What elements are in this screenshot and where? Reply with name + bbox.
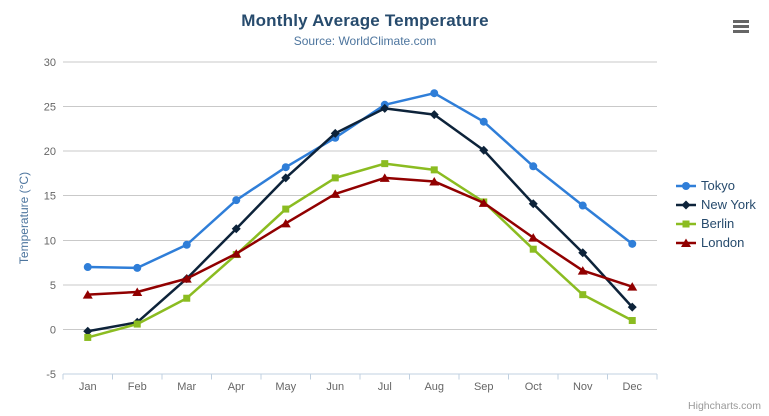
data-point-marker-tokyo[interactable] [133, 263, 142, 272]
hamburger-menu-icon [733, 30, 749, 33]
data-point-marker-new-york[interactable] [578, 248, 588, 258]
x-axis-label: Apr [228, 381, 245, 393]
x-axis-label: Dec [622, 381, 642, 393]
series-line-new-york [86, 107, 634, 333]
data-point-marker-berlin[interactable] [183, 294, 191, 302]
data-point-marker-new-york[interactable] [429, 110, 439, 120]
chart-subtitle: Source: WorldClimate.com [293, 34, 437, 48]
data-point-marker-new-york[interactable] [83, 326, 93, 336]
y-axis-label: 5 [50, 280, 56, 292]
y-axis-label: 15 [44, 191, 56, 203]
y-axis-label: 10 [44, 235, 56, 247]
x-axis-label: Jun [326, 381, 344, 393]
data-point-marker-london[interactable] [82, 290, 93, 299]
data-point-marker-london[interactable] [379, 173, 390, 182]
data-point-marker-berlin[interactable] [529, 245, 537, 253]
data-point-marker-new-york[interactable] [330, 128, 340, 138]
x-axis-label: Mar [177, 381, 196, 393]
data-point-marker-new-york[interactable] [281, 173, 291, 183]
y-axis-label: 25 [44, 102, 56, 114]
chart-title: Monthly Average Temperature [241, 11, 489, 30]
x-axis-label: Feb [128, 381, 147, 393]
data-point-marker-london[interactable] [429, 176, 440, 186]
x-axis-label: Jan [79, 381, 97, 393]
data-point-marker-new-york[interactable] [528, 199, 538, 209]
y-axis-label: 30 [44, 57, 56, 69]
circle-series-marker-icon [676, 180, 696, 192]
data-point-marker-new-york[interactable] [380, 103, 390, 113]
data-point-marker-london[interactable] [528, 233, 539, 242]
legend-item-london[interactable]: London [676, 233, 756, 252]
legend-label: Berlin [701, 216, 735, 231]
data-point-marker-london[interactable] [231, 249, 242, 258]
data-point-marker-berlin[interactable] [628, 317, 636, 325]
data-point-marker-berlin[interactable] [381, 160, 389, 168]
legend-item-tokyo[interactable]: Tokyo [676, 176, 756, 195]
data-point-marker-london[interactable] [330, 189, 341, 198]
x-axis-label: Aug [424, 381, 444, 393]
triangle-series-marker-icon [676, 237, 696, 249]
data-point-marker-tokyo[interactable] [83, 263, 92, 272]
hamburger-menu-icon [733, 25, 749, 28]
context-menu-button[interactable] [733, 20, 749, 33]
data-point-marker-tokyo[interactable] [628, 239, 637, 248]
y-axis-label: 0 [50, 324, 56, 336]
legend-label: London [701, 235, 745, 250]
data-point-marker-new-york[interactable] [479, 145, 489, 155]
data-point-marker-london[interactable] [181, 274, 192, 283]
data-point-marker-berlin[interactable] [331, 174, 339, 182]
data-point-marker-berlin[interactable] [282, 205, 290, 213]
data-point-marker-berlin[interactable] [84, 333, 92, 341]
square-series-marker-icon [676, 218, 696, 230]
legend-label: Tokyo [701, 178, 735, 193]
data-point-marker-tokyo[interactable] [578, 201, 587, 210]
data-point-marker-tokyo[interactable] [281, 163, 290, 172]
data-point-marker-tokyo[interactable] [232, 196, 241, 205]
data-point-marker-tokyo[interactable] [182, 240, 191, 249]
y-axis-label: -5 [46, 369, 56, 381]
x-axis-label: Oct [525, 381, 542, 393]
data-point-marker-berlin[interactable] [579, 291, 587, 299]
series-line-berlin [86, 162, 634, 339]
data-point-marker-berlin[interactable] [430, 166, 438, 174]
data-point-marker-london[interactable] [627, 282, 638, 291]
series-line-tokyo [86, 91, 634, 270]
hamburger-menu-icon [733, 20, 749, 23]
legend-item-new-york[interactable]: New York [676, 195, 756, 214]
x-axis-label: Sep [474, 381, 494, 393]
legend-item-berlin[interactable]: Berlin [676, 214, 756, 233]
data-point-marker-berlin[interactable] [133, 320, 141, 328]
y-axis-title: Temperature (°C) [17, 171, 31, 265]
data-point-marker-london[interactable] [280, 218, 291, 228]
data-point-marker-london[interactable] [132, 287, 143, 296]
data-point-marker-tokyo[interactable] [479, 117, 488, 126]
data-point-marker-new-york[interactable] [231, 224, 241, 234]
data-point-marker-new-york[interactable] [627, 302, 637, 312]
series-line-london [86, 176, 634, 296]
y-axis-label: 20 [44, 146, 56, 158]
credits-link[interactable]: Highcharts.com [688, 400, 761, 412]
data-point-marker-tokyo[interactable] [430, 89, 439, 98]
data-point-marker-tokyo[interactable] [529, 162, 538, 171]
x-axis-label: May [275, 381, 296, 393]
diamond-series-marker-icon [676, 199, 696, 211]
data-point-marker-london[interactable] [478, 198, 489, 207]
x-axis-label: Jul [378, 381, 392, 393]
legend: Tokyo New York Berlin London [676, 176, 756, 252]
legend-label: New York [701, 197, 756, 212]
x-axis-label: Nov [573, 381, 593, 393]
data-point-marker-london[interactable] [577, 266, 588, 275]
